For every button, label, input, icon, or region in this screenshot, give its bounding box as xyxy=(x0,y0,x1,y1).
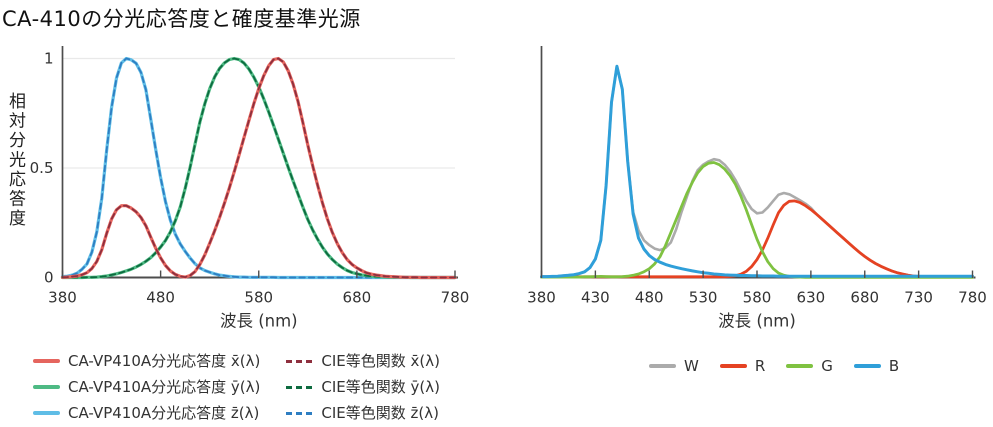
legend-label: CIE等色関数 z̄(λ) xyxy=(321,404,439,422)
legend-label: CA-VP410A分光応答度 ȳ(λ) xyxy=(68,378,261,396)
legend-item: CA-VP410A分光応答度 z̄(λ) xyxy=(33,403,260,423)
solid-line-swatch-icon xyxy=(33,359,60,363)
x-tick-label: 680 xyxy=(850,289,879,307)
legend-item: G xyxy=(786,356,833,376)
x-tick-label: 780 xyxy=(441,289,470,307)
legend-item: B xyxy=(853,356,900,376)
x-tick-label: 630 xyxy=(797,289,826,307)
x-tick-label: 730 xyxy=(904,289,933,307)
legend-label: R xyxy=(754,357,766,375)
dashed-line-swatch-icon xyxy=(286,359,314,363)
left-series-line-5 xyxy=(61,57,456,279)
y-tick-label: 0.5 xyxy=(30,159,54,177)
legend-item: CIE等色関数 z̄(λ) xyxy=(286,403,440,423)
x-tick-label: 480 xyxy=(146,289,175,307)
x-tick-label: 380 xyxy=(527,289,556,307)
x-tick-label: 480 xyxy=(635,289,664,307)
solid-line-swatch-icon xyxy=(786,364,814,368)
legend-item: CIE等色関数 ȳ(λ) xyxy=(286,377,440,397)
legend-label: G xyxy=(821,357,833,375)
left-x-axis-label: 波長 (nm) xyxy=(220,312,298,331)
y-tick-label: 0 xyxy=(44,269,54,287)
legend-label: W xyxy=(684,357,699,375)
x-tick-label: 380 xyxy=(48,289,77,307)
x-tick-label: 580 xyxy=(244,289,273,307)
legend-label: B xyxy=(888,357,900,375)
legend-label: CIE等色関数 ȳ(λ) xyxy=(321,378,440,396)
x-tick-label: 780 xyxy=(958,289,987,307)
legend-item: CA-VP410A分光応答度 ȳ(λ) xyxy=(33,377,260,397)
solid-line-swatch-icon xyxy=(719,364,747,368)
legend-item: R xyxy=(719,356,766,376)
x-tick-label: 430 xyxy=(581,289,610,307)
legend-label: CA-VP410A分光応答度 x̄(λ) xyxy=(68,352,261,370)
legend-item: CA-VP410A分光応答度 x̄(λ) xyxy=(33,351,260,371)
legend-item: CIE等色関数 x̄(λ) xyxy=(286,351,440,371)
x-tick-label: 580 xyxy=(743,289,772,307)
y-axis-label: 相対分光応答度 xyxy=(5,92,25,229)
solid-line-swatch-icon xyxy=(33,411,60,415)
charts-canvas: 380 480 580 680 780 0 0.5 1 波長 (nm) 380 430 480 530 5… xyxy=(30,46,987,331)
page-title: CA-410の分光応答度と確度基準光源 xyxy=(2,7,361,31)
x-tick-label: 680 xyxy=(343,289,372,307)
right-chart: 380 430 480 530 580 630 680 730 780 波長 (nm) xyxy=(527,46,987,331)
legend-label: CIE等色関数 x̄(λ) xyxy=(321,352,440,370)
right-x-axis-label: 波長 (nm) xyxy=(718,312,796,331)
legend-label: CA-VP410A分光応答度 z̄(λ) xyxy=(68,404,260,422)
left-chart-legend: CA-VP410A分光応答度 x̄(λ) CIE等色関数 x̄(λ) CA-VP41… xyxy=(33,351,440,423)
legend-item: W xyxy=(649,356,699,376)
dashed-line-swatch-icon xyxy=(286,385,314,389)
dashed-line-swatch-icon xyxy=(286,411,314,415)
x-tick-label: 530 xyxy=(689,289,718,307)
left-chart: 380 480 580 680 780 0 0.5 1 波長 (nm) xyxy=(30,46,470,331)
solid-line-swatch-icon xyxy=(853,364,881,368)
y-tick-label: 1 xyxy=(44,50,54,68)
solid-line-swatch-icon xyxy=(33,385,60,389)
solid-line-swatch-icon xyxy=(649,364,676,368)
right-series-line-3 xyxy=(540,64,974,279)
